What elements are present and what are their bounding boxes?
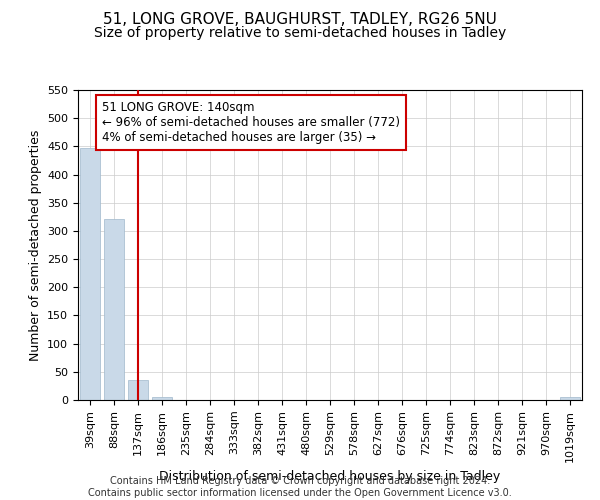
Bar [560, 397, 580, 400]
Text: 51 LONG GROVE: 140sqm
← 96% of semi-detached houses are smaller (772)
4% of semi: 51 LONG GROVE: 140sqm ← 96% of semi-deta… [102, 102, 400, 144]
Bar [104, 218, 124, 400]
X-axis label: Distribution of semi-detached houses by size in Tadley: Distribution of semi-detached houses by … [160, 470, 500, 483]
Bar [128, 380, 148, 400]
Bar [80, 148, 100, 400]
Text: Contains HM Land Registry data © Crown copyright and database right 2024.
Contai: Contains HM Land Registry data © Crown c… [88, 476, 512, 498]
Text: 51, LONG GROVE, BAUGHURST, TADLEY, RG26 5NU: 51, LONG GROVE, BAUGHURST, TADLEY, RG26 … [103, 12, 497, 28]
Text: Size of property relative to semi-detached houses in Tadley: Size of property relative to semi-detach… [94, 26, 506, 40]
Bar [152, 397, 172, 400]
Y-axis label: Number of semi-detached properties: Number of semi-detached properties [29, 130, 41, 360]
